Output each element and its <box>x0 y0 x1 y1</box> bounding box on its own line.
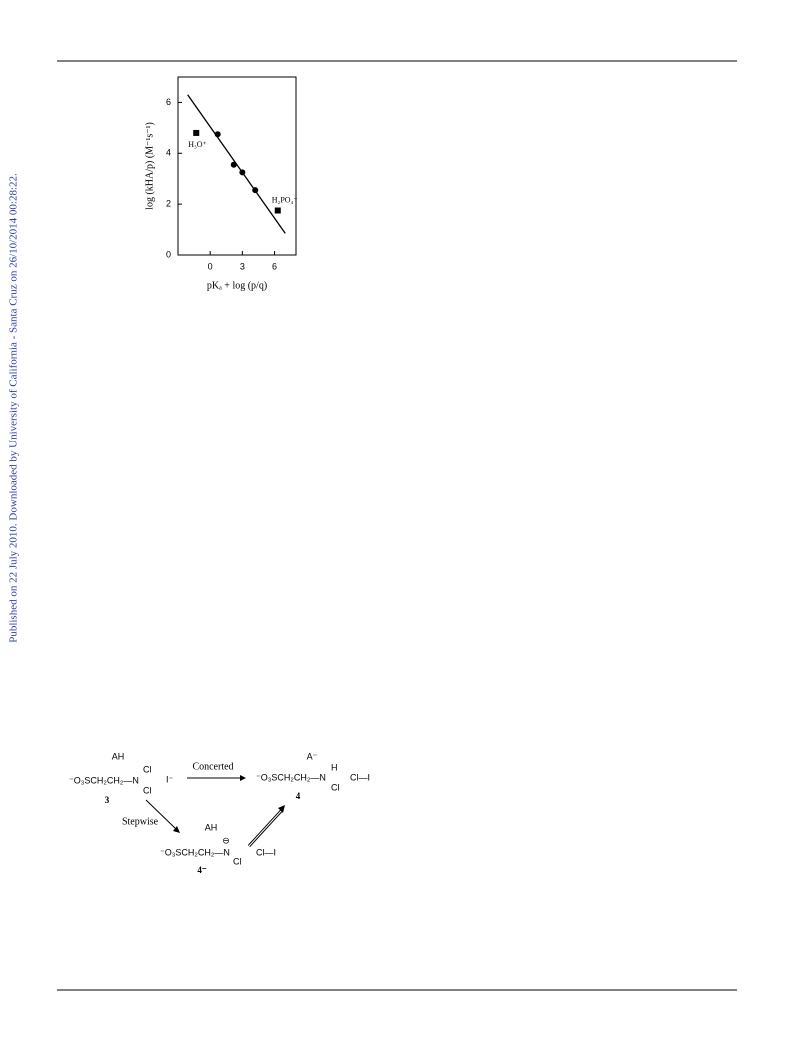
point <box>274 207 281 214</box>
scheme-label: A⁻ <box>307 751 318 761</box>
scheme-label: Cl <box>233 856 242 866</box>
point <box>193 129 200 136</box>
scheme-label: 4⁻ <box>197 865 207 875</box>
plot-frame <box>177 76 297 256</box>
scheme-label: ⁻O₃SCH₂CH₂—N <box>69 775 139 785</box>
scheme-label: Cl <box>143 764 152 774</box>
reaction-scheme: AH ⁻O₃SCH₂CH₂—N Cl Cl 3 I⁻ Concerted A⁻ … <box>69 751 370 875</box>
x-tick-label: 6 <box>272 261 277 271</box>
scheme-label: 3 <box>105 795 110 805</box>
scheme-label: 4 <box>296 791 301 801</box>
chart: 0 2 4 6 0 3 6 pKₐ + log (p/q) log (kHA/p) (M⁻¹s⁻… <box>144 76 298 291</box>
annotation: H₃O⁺ <box>188 140 207 149</box>
x-tick-label: 0 <box>208 261 213 271</box>
scheme-label: Cl—I <box>256 847 276 857</box>
scheme-label: I⁻ <box>166 774 174 784</box>
scheme-label: Cl—I <box>350 772 370 782</box>
point <box>252 187 259 194</box>
arrowhead <box>240 775 246 781</box>
y-tick-label: 2 <box>166 199 171 209</box>
point <box>239 169 246 176</box>
y-tick-label: 6 <box>166 97 171 107</box>
y-tick-label: 0 <box>166 249 171 259</box>
x-axis-label: pKₐ + log (p/q) <box>207 280 267 291</box>
arrowhead <box>173 826 180 833</box>
scheme-label: H <box>331 762 338 772</box>
x-tick-label: 3 <box>240 261 245 271</box>
scheme-label: ⁻O₃SCH₂CH₂—N <box>256 772 326 782</box>
scheme-label: ⁻O₃SCH₂CH₂—N <box>160 847 230 857</box>
arrow <box>248 809 283 847</box>
y-axis-label: log (kHA/p) (M⁻¹s⁻¹) <box>144 122 155 210</box>
scheme-label: Concerted <box>192 761 233 772</box>
point <box>214 131 221 138</box>
y-tick-label: 4 <box>166 148 171 158</box>
scheme-label: ⊖ <box>222 835 230 845</box>
scheme-label: Cl <box>331 782 340 792</box>
sidebar-note: Published on 22 July 2010. Downloaded by… <box>8 173 20 643</box>
scheme-label: Cl <box>143 785 152 795</box>
scheme-label: AH <box>205 822 218 832</box>
scheme-label: Stepwise <box>122 816 159 827</box>
annotation: H₂PO₄⁻ <box>272 195 298 204</box>
point <box>230 161 237 168</box>
arrow <box>145 799 177 830</box>
arrowhead <box>278 805 285 813</box>
scheme-label: AH <box>112 751 125 761</box>
